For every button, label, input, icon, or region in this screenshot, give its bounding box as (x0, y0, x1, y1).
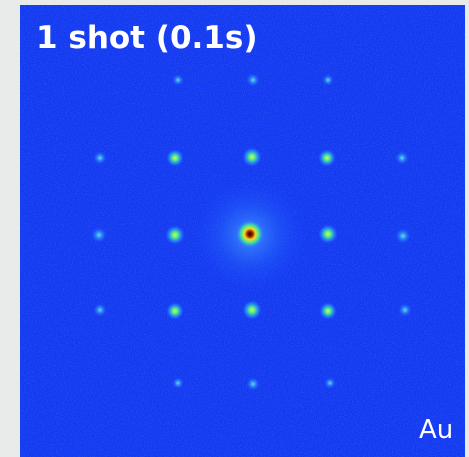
page: 1 shot (0.1s) Au (() => { const data = J… (0, 0, 469, 457)
exposure-title: 1 shot (0.1s) (36, 20, 258, 56)
diffraction-image: 1 shot (0.1s) Au (0, 0, 469, 457)
sample-label: Au (419, 415, 453, 445)
